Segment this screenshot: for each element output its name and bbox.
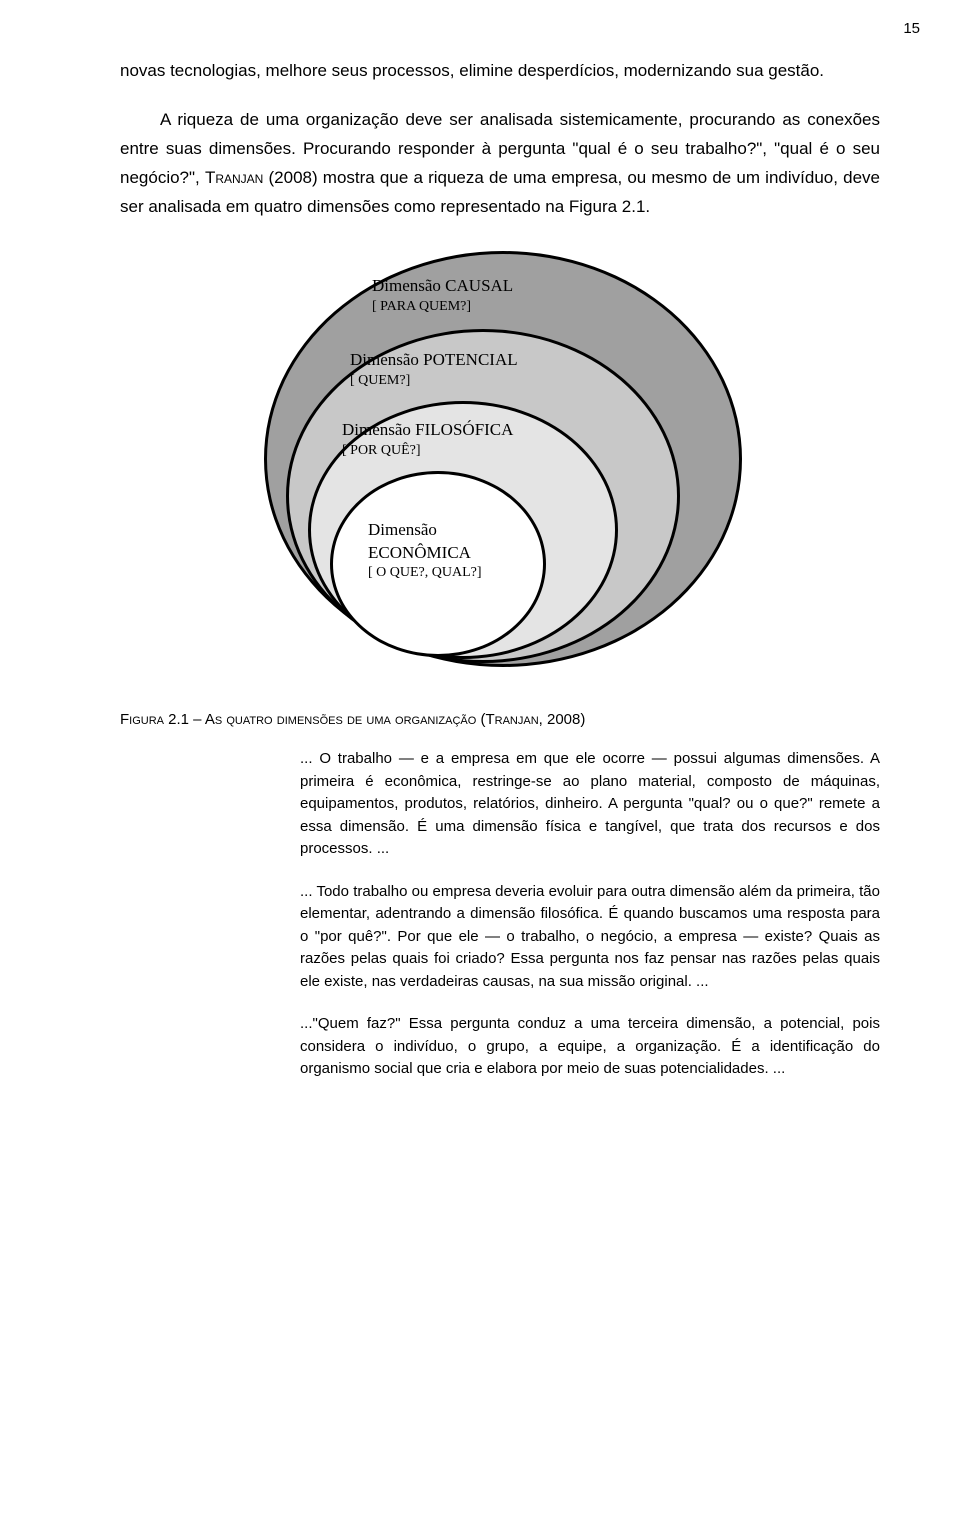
lbl-filosofica-sub: [ POR QUÊ?] [342,442,513,460]
lbl-economica: DimensãoECONÔMICA[ O QUE?, QUAL?] [368,519,482,581]
lbl-potencial-sub: [ QUEM?] [350,372,518,390]
q3-a: ... [300,1015,313,1032]
lbl-economica-title: Dimensão [368,519,482,541]
lbl-potencial: Dimensão POTENCIAL[ QUEM?] [350,349,518,389]
quote-3: ..."Quem faz?" Essa pergunta conduz a um… [300,1013,880,1081]
lbl-filosofica: Dimensão FILOSÓFICA[ POR QUÊ?] [342,419,513,459]
cap-a: Figura 2.1 – As quatro dimensões de uma … [120,711,485,728]
lbl-potencial-title: Dimensão POTENCIAL [350,349,518,371]
figure-caption: Figura 2.1 – As quatro dimensões de uma … [120,711,880,728]
cap-c: , 2008) [539,711,586,728]
lbl-economica-title2: ECONÔMICA [368,542,482,564]
page-number: 15 [903,20,920,37]
lbl-causal: Dimensão CAUSAL[ PARA QUEM?] [372,275,513,315]
q2-b: . Por que ele — o trabalho, o negócio, a… [300,928,880,990]
p2-author: Tranjan [205,168,263,187]
q3-i1: "Quem faz?" [313,1015,401,1032]
cap-author: Tranjan [485,711,538,728]
paragraph-2: A riqueza de uma organização deve ser an… [120,106,880,222]
q1-i2: o que?" [760,795,813,812]
lbl-causal-title: Dimensão CAUSAL [372,275,513,297]
q1-b: ou [731,795,760,812]
quote-2: ... Todo trabalho ou empresa deveria evo… [300,881,880,994]
paragraph-1: novas tecnologias, melhore seus processo… [120,57,880,86]
lbl-economica-sub: [ O QUE?, QUAL?] [368,564,482,582]
q1-i1: "qual? [689,795,731,812]
lbl-filosofica-title: Dimensão FILOSÓFICA [342,419,513,441]
quote-1: ... O trabalho — e a empresa em que ele … [300,748,880,861]
diagram-container: Dimensão CAUSAL[ PARA QUEM?] Dimensão POT… [120,251,880,671]
lbl-causal-sub: [ PARA QUEM?] [372,298,513,316]
nested-ellipse-diagram: Dimensão CAUSAL[ PARA QUEM?] Dimensão POT… [250,251,750,671]
document-page: 15 novas tecnologias, melhore seus proce… [0,0,960,1161]
q2-i1: "por quê?" [315,928,387,945]
